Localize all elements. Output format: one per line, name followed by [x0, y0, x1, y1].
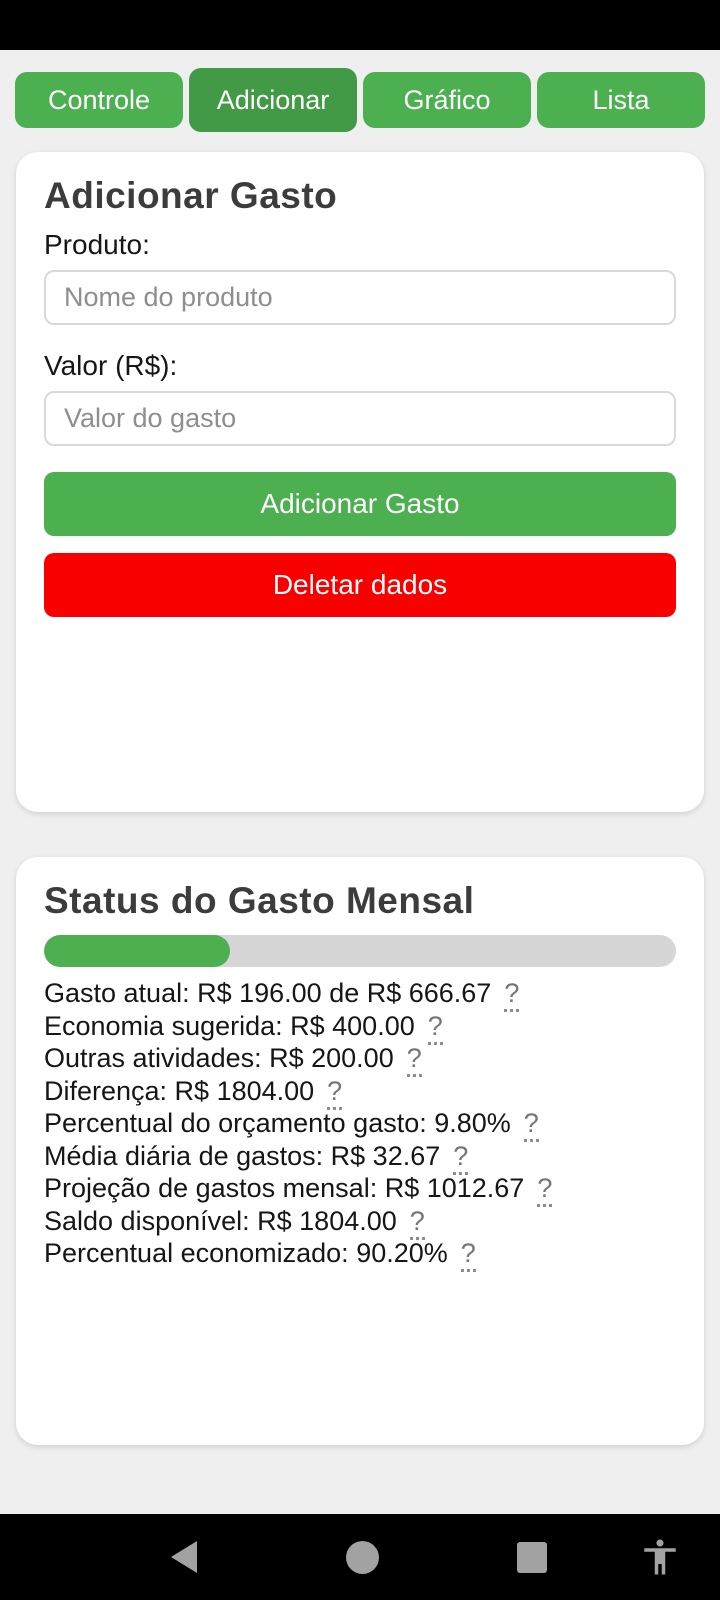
android-status-bar	[0, 0, 720, 50]
stat-line-percentual-economizado: Percentual economizado: 90.20%?	[44, 1237, 676, 1272]
tab-lista[interactable]: Lista	[537, 72, 705, 128]
stat-text: Projeção de gastos mensal: R$ 1012.67	[44, 1173, 525, 1203]
recents-icon[interactable]	[500, 1514, 564, 1600]
help-question-icon[interactable]: ?	[453, 1140, 469, 1175]
stat-line-economia-sugerida: Economia sugerida: R$ 400.00?	[44, 1010, 676, 1045]
tab-adicionar[interactable]: Adicionar	[189, 68, 357, 132]
budget-progress-fill	[44, 935, 230, 967]
app-content: Controle Adicionar Gráfico Lista Adicion…	[0, 50, 720, 1514]
android-nav-bar	[0, 1514, 720, 1600]
back-icon[interactable]	[152, 1514, 216, 1600]
help-question-icon[interactable]: ?	[406, 1043, 422, 1077]
status-card-title: Status do Gasto Mensal	[44, 880, 475, 921]
stat-line-diferenca: Diferença: R$ 1804.00?	[44, 1075, 676, 1110]
monthly-status-card: Status do Gasto Mensal Gasto atual: R$ 1…	[16, 857, 704, 1445]
stat-text: Percentual economizado: 90.20%	[44, 1238, 448, 1268]
stat-text: Média diária de gastos: R$ 32.67	[44, 1140, 441, 1171]
help-question-icon[interactable]: ?	[409, 1205, 425, 1240]
stats-list: Gasto atual: R$ 196.00 de R$ 666.67? Eco…	[44, 977, 676, 1272]
stat-line-gasto-atual: Gasto atual: R$ 196.00 de R$ 666.67?	[44, 977, 676, 1012]
budget-progress-bar	[44, 935, 676, 967]
add-expense-button[interactable]: Adicionar Gasto	[44, 472, 676, 536]
accessibility-icon[interactable]	[628, 1514, 692, 1600]
tab-grafico[interactable]: Gráfico	[363, 72, 531, 128]
stat-text: Saldo disponível: R$ 1804.00	[44, 1205, 397, 1236]
add-card-title: Adicionar Gasto	[44, 175, 338, 216]
value-input[interactable]	[44, 391, 676, 446]
stat-text: Gasto atual: R$ 196.00 de R$ 666.67	[44, 978, 492, 1008]
help-question-icon[interactable]: ?	[504, 978, 520, 1012]
stat-line-saldo-disponivel: Saldo disponível: R$ 1804.00?	[44, 1205, 676, 1240]
help-question-icon[interactable]: ?	[427, 1010, 443, 1045]
tab-bar: Controle Adicionar Gráfico Lista	[15, 68, 705, 132]
help-question-icon[interactable]: ?	[460, 1238, 476, 1272]
home-icon[interactable]	[330, 1514, 394, 1600]
stat-line-projecao-mensal: Projeção de gastos mensal: R$ 1012.67?	[44, 1172, 676, 1207]
stat-text: Economia sugerida: R$ 400.00	[44, 1010, 415, 1041]
tab-controle[interactable]: Controle	[15, 72, 183, 128]
stat-line-percentual-orcamento: Percentual do orçamento gasto: 9.80%?	[44, 1107, 676, 1142]
product-label: Produto:	[44, 229, 150, 260]
delete-data-button[interactable]: Deletar dados	[44, 553, 676, 617]
help-question-icon[interactable]: ?	[523, 1108, 539, 1142]
stat-text: Diferença: R$ 1804.00	[44, 1075, 315, 1106]
stat-line-outras-atividades: Outras atividades: R$ 200.00?	[44, 1042, 676, 1077]
stat-text: Outras atividades: R$ 200.00	[44, 1043, 394, 1073]
add-expense-card: Adicionar Gasto Produto: Valor (R$): Adi…	[16, 152, 704, 812]
help-question-icon[interactable]: ?	[327, 1075, 343, 1110]
stat-text: Percentual do orçamento gasto: 9.80%	[44, 1108, 511, 1138]
value-label: Valor (R$):	[44, 350, 178, 381]
product-input[interactable]	[44, 270, 676, 325]
stat-line-media-diaria: Média diária de gastos: R$ 32.67?	[44, 1140, 676, 1175]
help-question-icon[interactable]: ?	[537, 1173, 553, 1207]
